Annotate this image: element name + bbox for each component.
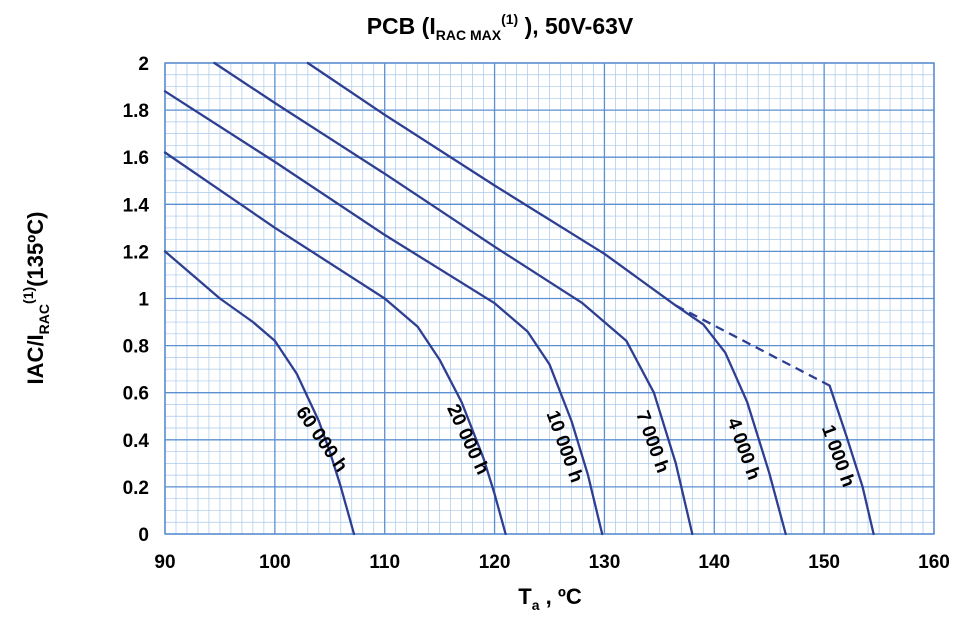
x-tick-label: 130: [589, 552, 621, 573]
x-tick-labels: 90 100 110 120 130 140 150 160: [154, 552, 949, 573]
series-line-60000h: [163, 250, 356, 536]
y-tick-label: 1.6: [123, 148, 149, 169]
y-tick-label: 1.8: [123, 101, 149, 122]
x-tick-label: 160: [918, 552, 950, 573]
y-tick-labels: 0 0.2 0.4 0.6 0.8 1 1.2 1.4 1.6 1.8 2: [123, 54, 150, 546]
series-layer: [163, 61, 875, 536]
x-axis-title: Ta , ºC: [518, 584, 582, 613]
y-tick-label: 1.2: [123, 242, 149, 263]
x-tick-label: 140: [698, 552, 730, 573]
x-tick-label: 150: [808, 552, 840, 573]
y-tick-label: 2: [138, 54, 149, 75]
x-tick-label: 110: [369, 552, 400, 573]
chart-title: PCB (IRAC MAX(1) ), 50V-63V: [367, 11, 634, 43]
x-tick-label: 90: [154, 552, 175, 573]
y-tick-label: 0.4: [123, 431, 150, 452]
y-tick-label: 0: [138, 525, 149, 546]
series-line-10000h: [163, 90, 604, 536]
series-line-1000h: [828, 384, 875, 536]
y-tick-label: 1: [138, 290, 149, 311]
series-line-4000h: [306, 61, 787, 536]
series-line-7000h: [213, 61, 694, 536]
series-line-20000h: [163, 151, 507, 536]
x-tick-label: 120: [479, 552, 511, 573]
x-tick-label: 100: [259, 552, 291, 573]
plot-area-border: [164, 62, 935, 535]
y-tick-label: 1.4: [123, 195, 150, 216]
y-tick-label: 0.8: [123, 337, 149, 358]
y-tick-label: 0.6: [123, 384, 149, 405]
y-axis-title: IAC/IRAC(1)(135ºC): [20, 212, 52, 385]
y-tick-label: 0.2: [123, 478, 149, 499]
